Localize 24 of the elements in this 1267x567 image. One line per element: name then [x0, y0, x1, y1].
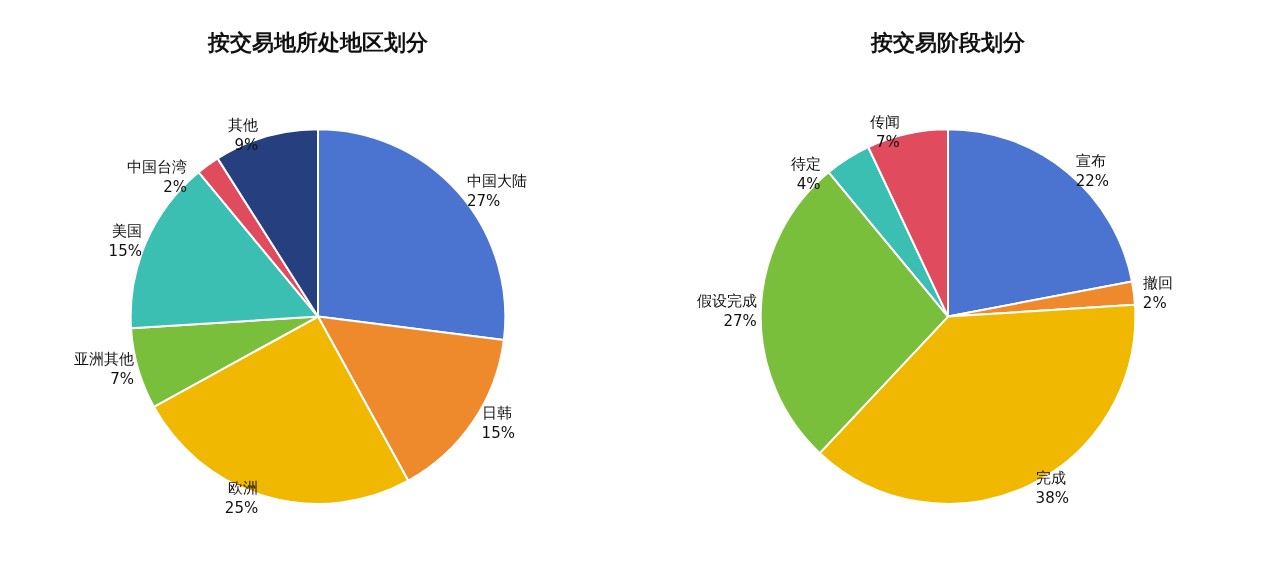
slice-label: 传闻: [869, 112, 900, 131]
data-label: 2%: [1142, 293, 1167, 312]
data-label: 7%: [110, 370, 135, 389]
slice-label: 宣布: [1075, 151, 1106, 170]
data-label: 15%: [108, 242, 142, 261]
data-label: 27%: [723, 311, 757, 330]
data-label: 27%: [467, 192, 501, 211]
slice-label: 假设完成: [696, 291, 757, 310]
slice-label: 其他: [228, 115, 259, 134]
data-label: 4%: [796, 174, 821, 193]
slice-label: 美国: [111, 222, 142, 241]
slice-label: 亚洲其他: [74, 350, 135, 369]
slice-label: 待定: [790, 154, 821, 173]
data-label: 15%: [481, 423, 515, 442]
chart-title: 按交易地所处地区划分: [207, 29, 429, 55]
chart-title: 按交易阶段划分: [870, 29, 1026, 55]
data-label: 38%: [1035, 488, 1069, 507]
data-label: 25%: [224, 499, 259, 518]
slice-label: 日韩: [481, 403, 512, 422]
data-label: 22%: [1075, 171, 1110, 190]
slice-label: 撤回: [1142, 273, 1173, 292]
data-label: 2%: [163, 177, 188, 196]
slice-label: 中国台湾: [127, 157, 188, 176]
slice-label: 中国大陆: [467, 172, 528, 191]
